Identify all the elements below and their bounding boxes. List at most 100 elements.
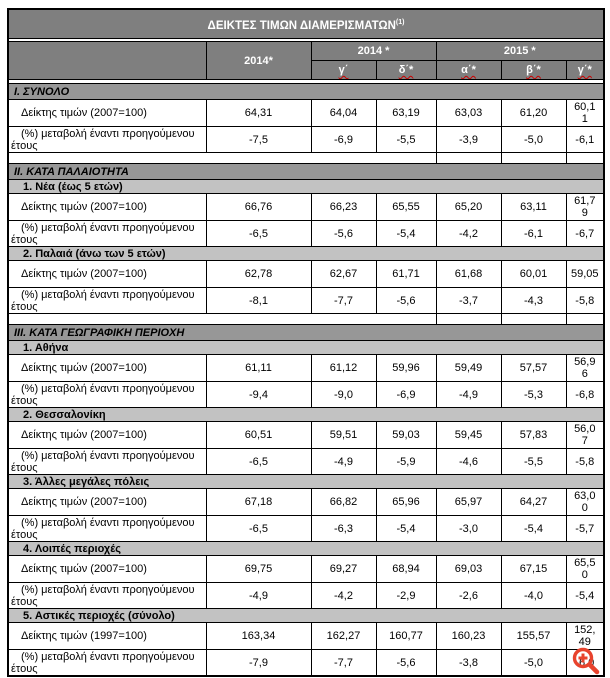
table-title-text: ΔΕΙΚΤΕΣ ΤΙΜΩΝ ΔΙΑΜΕΡΙΣΜΑΤΩΝ [207,19,396,32]
col-header-q3-2014: γ΄ [310,60,377,80]
value-cell: -5,7 [565,515,605,542]
section-heading: II. ΚΑΤΑ ΠΑΛΑΙΟΤΗΤΑ [7,163,605,180]
value-cell: 61,7 9 [565,193,605,221]
subsection-heading-row: 2. Παλαιά (άνω των 5 ετών) [7,246,605,261]
value-cell: -6,3 [310,515,377,542]
spacer-cell [565,152,605,164]
value-cell: 65,5 0 [565,555,605,583]
value-cell: 162,27 [310,622,377,650]
pct-change-row: (%) μεταβολή έναντι προηγούμενου έτους -6… [7,448,605,475]
value-cell: -6,7 [565,220,605,247]
column-header-row-2: γ΄ δ΄* α΄* β΄* γ΄* [8,60,605,80]
value-cell: -6,5 [205,448,312,475]
subsection-heading-row: 5. Αστικές περιοχές (σύνολο) [7,608,605,623]
quarter-label: β΄* [526,64,541,76]
subsection-heading: 4. Λοιπές περιοχές [7,541,605,556]
value-cell: 59,49 [435,354,502,382]
index-values-row: Δείκτης τιμών (2007=100) 64,31 64,04 63,19 6… [7,99,605,127]
subsection-heading: 1. Νέα (έως 5 ετών) [7,179,605,194]
value-cell: 66,23 [310,193,377,221]
value-cell: -4,9 [435,381,502,408]
quarter-label: α΄* [461,64,476,76]
pct-change-row: (%) μεταβολή έναντι προηγούμενου έτους -6… [7,515,605,542]
value-cell: 64,31 [205,99,312,127]
index-values-row: Δείκτης τιμών (2007=100) 66,76 66,23 65,55 6… [7,193,605,221]
value-cell: 67,15 [500,555,567,583]
value-cell: 56,0 7 [565,421,605,449]
index-values-row: Δείκτης τιμών (2007=100) 62,78 62,67 61,71 6… [7,260,605,288]
row-label-pct-change: (%) μεταβολή έναντι προηγούμενου έτους [7,220,207,247]
section-heading-row: II. ΚΑΤΑ ΠΑΛΑΙΟΤΗΤΑ [7,163,605,180]
value-cell: -4,9 [205,582,312,609]
subsection-heading-row: 1. Νέα (έως 5 ετών) [7,179,605,194]
value-cell: -3,9 [435,126,502,153]
row-label-pct-change: (%) μεταβολή έναντι προηγούμενου έτους [7,287,207,314]
value-cell: -5,8 [565,287,605,314]
value-cell: 61,11 [205,354,312,382]
row-label-pct-change: (%) μεταβολή έναντι προηγούμενου έτους [7,649,207,677]
pct-change-row: (%) μεταβολή έναντι προηγούμενου έτους -4… [7,582,605,609]
value-cell: 63,0 0 [565,488,605,516]
value-cell: -5,4 [375,515,437,542]
pct-change-row: (%) μεταβολή έναντι προηγούμενου έτους -6… [7,220,605,247]
index-values-row: Δείκτης τιμών (1997=100) 163,34 162,27 160,… [7,622,605,650]
value-cell: -4,9 [310,448,377,475]
value-cell: -5,4 [500,515,567,542]
row-label-index: Δείκτης τιμών (1997=100) [7,622,207,650]
row-label-header-empty [7,41,207,80]
value-cell: -6,8 [565,381,605,408]
value-cell: 65,97 [435,488,502,516]
value-cell: -5,0 [500,126,567,153]
value-cell: 62,67 [310,260,377,288]
subsection-heading: 3. Άλλες μεγάλες πόλεις [7,474,605,489]
spacer-row [7,152,605,164]
value-cell: 163,34 [205,622,312,650]
value-cell: 61,71 [375,260,437,288]
value-cell: 59,45 [435,421,502,449]
row-label-pct-change: (%) μεταβολή έναντι προηγούμενου έτους [7,582,207,609]
subsection-heading: 1. Αθήνα [7,340,605,355]
value-cell: 64,04 [310,99,377,127]
value-cell: 60,1 1 [565,99,605,127]
value-cell: 67,18 [205,488,312,516]
value-cell: -6,5 [205,515,312,542]
section-heading: III. ΚΑΤΑ ΓΕΩΓΡΑΦΙΚΗ ΠΕΡΙΟΧΗ [7,324,605,341]
section-heading-row: I. ΣΥΝΟΛΟ [7,83,605,100]
row-label-pct-change: (%) μεταβολή έναντι προηγούμενου έτους [7,515,207,542]
spacer-cell [435,152,502,164]
value-cell: 62,78 [205,260,312,288]
table-title-row: ΔΕΙΚΤΕΣ ΤΙΜΩΝ ΔΙΑΜΕΡΙΣΜΑΤΩΝ(1) [7,8,605,39]
subsection-heading-row: 3. Άλλες μεγάλες πόλεις [7,474,605,489]
spacer-empty-cell [7,313,437,325]
value-cell: -9,0 [310,381,377,408]
value-cell: 60,01 [500,260,567,288]
value-cell: 69,75 [205,555,312,583]
value-cell: -5,6 [375,649,437,677]
value-cell: -5,3 [500,381,567,408]
spacer-cell [500,313,567,325]
value-cell: 60,51 [205,421,312,449]
value-cell: -4,2 [310,582,377,609]
value-cell: 64,27 [500,488,567,516]
value-cell: -2,9 [375,582,437,609]
quarter-label: γ΄ [338,64,349,76]
value-cell: -3,0 [435,515,502,542]
subsection-heading-row: 4. Λοιπές περιοχές [7,541,605,556]
value-cell: 57,83 [500,421,567,449]
spacer-cell [500,152,567,164]
row-label-index: Δείκτης τιμών (2007=100) [7,488,207,516]
value-cell: 56,9 6 [565,354,605,382]
value-cell: 69,03 [435,555,502,583]
value-cell: -7,5 [205,126,312,153]
value-cell: -4,6 [435,448,502,475]
row-label-pct-change: (%) μεταβολή έναντι προηγούμενου έτους [7,126,207,153]
value-cell: 59,51 [310,421,377,449]
pct-change-row: (%) μεταβολή έναντι προηγούμενου έτους -7… [7,126,605,153]
value-cell: 63,11 [500,193,567,221]
zoom-in-icon[interactable] [570,646,602,676]
value-cell: -3,8 [435,649,502,677]
spacer-cell [565,313,605,325]
col-group-2014: 2014 * [310,41,437,61]
spacer-empty-cell [7,152,437,164]
